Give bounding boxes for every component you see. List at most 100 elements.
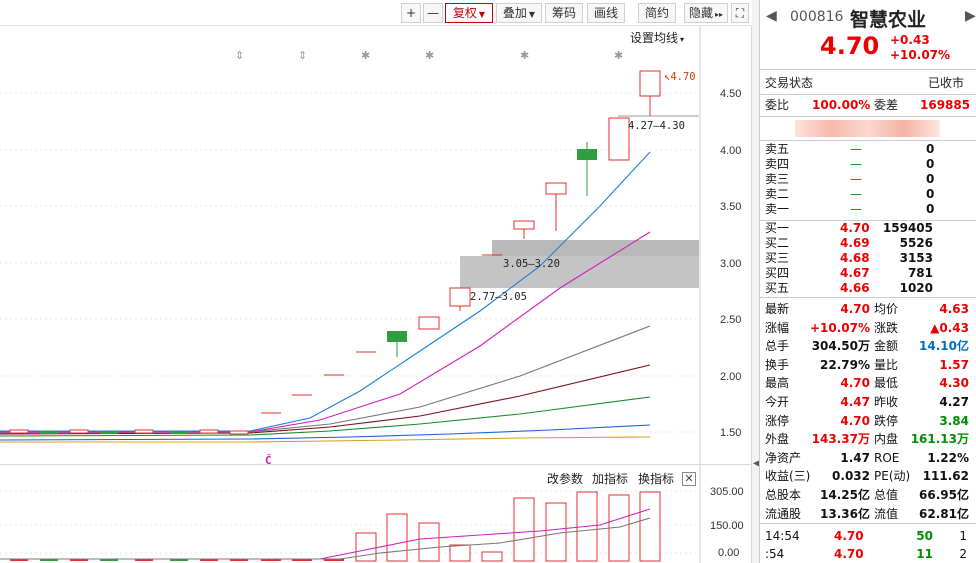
last-price: 4.70 [820, 32, 880, 60]
buy-level-price: 4.70 [840, 221, 870, 235]
stat-value: 4.63 [939, 302, 969, 316]
gap-zone-lower [460, 256, 699, 288]
y-axis-labels: 4.50 4.00 3.50 3.00 2.50 2.00 1.50 [720, 88, 741, 439]
stat-label: 总手 [765, 339, 790, 354]
sell-level-price: — [850, 157, 862, 171]
event-marker-icon[interactable]: ✱ [425, 49, 434, 62]
prev-stock-icon[interactable]: ◀ [766, 8, 777, 24]
set-ma-button[interactable]: 设置均线 ▾ [630, 29, 684, 46]
stat-label: 外盘 [765, 432, 790, 447]
fullscreen-icon[interactable]: ⛶ [731, 3, 749, 23]
overlay-label: 叠加 [502, 6, 527, 20]
triangle-left-icon: ◀ [753, 458, 761, 469]
candle [229, 430, 249, 435]
buy-level-label: 买三 [765, 251, 790, 265]
volume-chart[interactable]: 305.00 150.00 0.00 [0, 465, 751, 563]
volume-bar [481, 551, 503, 562]
stat-label: 跌停 [874, 413, 899, 428]
stat-value: ▲0.43 [930, 320, 969, 335]
buy-level-row: 买四 4.67 781 [760, 266, 975, 281]
event-marker-icon[interactable]: ⇕ [298, 49, 307, 62]
simple-mode-button[interactable]: 简约 [638, 3, 676, 23]
weicha-label: 委差 [874, 98, 899, 112]
tick-price: 4.70 [834, 547, 864, 561]
stat-label: 涨跌 [874, 320, 899, 335]
fuquan-dropdown[interactable]: 复权 ▼ [445, 3, 493, 23]
y-tick-label: 305.00 [710, 486, 744, 498]
candle-down [387, 331, 407, 342]
change-pct: +10.07% [890, 48, 951, 62]
change-indicator-button[interactable]: 换指标 [638, 472, 675, 486]
draw-line-button[interactable]: 画线 [587, 3, 625, 23]
event-marker-icon[interactable]: ✱ [520, 49, 529, 62]
stat-label: 最高 [765, 376, 790, 391]
stat-value: 14.10亿 [919, 339, 969, 354]
stat-label: 今开 [765, 395, 790, 409]
stat-label: 昨收 [874, 395, 899, 409]
event-marker-icon[interactable]: ⇕ [235, 49, 244, 62]
candle [9, 429, 29, 434]
volume-bar [639, 491, 661, 562]
next-stock-icon[interactable]: ▶ [965, 8, 976, 24]
stat-label: 收益(三) [765, 469, 811, 484]
main-kline-chart[interactable]: 4.50 4.00 3.50 3.00 2.50 2.00 1.50 ⇕ ⇕ ✱… [0, 26, 751, 464]
buy-level-label: 买四 [765, 266, 790, 280]
sell-level-volume: 0 [926, 157, 935, 171]
stat-value: 1.47 [840, 450, 870, 465]
volume-y-labels: 305.00 150.00 0.00 [710, 486, 744, 559]
stock-name: 智慧农业 [850, 9, 927, 31]
buy-level-price: 4.67 [840, 266, 870, 280]
gap-label-low: 2.77—3.05 [470, 291, 527, 303]
stock-code: 000816 [790, 9, 844, 25]
fuquan-label: 复权 [452, 6, 477, 20]
stat-value: 304.50万 [811, 339, 870, 354]
chip-distribution-button[interactable]: 筹码 [545, 3, 583, 23]
c-marker-icon[interactable]: Č [265, 454, 272, 464]
candle-up [449, 287, 471, 307]
sell-level-volume: 0 [926, 202, 935, 216]
buy-level-price: 4.66 [840, 281, 870, 295]
zoom-out-button[interactable]: — [423, 3, 443, 23]
webi-row: 委比 100.00% 委差 169885 [760, 96, 975, 114]
add-indicator-button[interactable]: 加指标 [592, 472, 629, 486]
panel-collapse-handle[interactable]: ◀ [752, 0, 761, 563]
divider [760, 94, 976, 95]
hide-button[interactable]: 隐藏 ▸▸ [684, 3, 728, 23]
gap-label-top: 4.27—4.30 [628, 120, 685, 132]
stat-row: 涨停 4.70 跌停 3.84 [760, 412, 975, 430]
volume-bar [355, 532, 377, 562]
gap-label-mid: 3.05—3.20 [503, 258, 560, 270]
buy-level-row: 买三 4.68 3153 [760, 251, 975, 266]
event-marker-icon[interactable]: ✱ [614, 49, 623, 62]
tick-count: 2 [959, 547, 967, 561]
sell-level-label: 卖三 [765, 172, 790, 186]
stat-label: 量比 [874, 357, 899, 372]
y-tick-label: 4.50 [720, 88, 741, 100]
kline-chart-area[interactable]: + — 复权 ▼ 叠加 ▼ 筹码 画线 简约 隐藏 ▸▸ ⛶ 设置均线 ▾ [0, 0, 752, 563]
volume-bar [513, 497, 535, 562]
stat-row: 净资产 1.47 ROE 1.22% [760, 449, 975, 467]
blurred-ad-banner[interactable] [795, 120, 940, 137]
sell-level-label: 卖五 [765, 142, 790, 156]
weicha-value: 169885 [920, 98, 971, 112]
sell-level-volume: 0 [926, 187, 935, 201]
candle-up [513, 220, 535, 230]
overlay-dropdown[interactable]: 叠加 ▼ [496, 3, 542, 23]
ma-line-gray [0, 325, 651, 434]
sell-level-price: — [850, 142, 862, 156]
event-marker-icon[interactable]: ✱ [361, 49, 370, 62]
close-icon[interactable]: ✕ [682, 472, 696, 486]
y-tick-label: 1.50 [720, 427, 741, 439]
zoom-in-button[interactable]: + [401, 3, 421, 23]
y-tick-label: 4.00 [720, 145, 741, 157]
quote-panel: ◀ 000816 智慧农业 ▶ 4.70 +0.43 +10.07% 交易状态 已… [759, 0, 976, 563]
buy-level-volume: 3153 [899, 251, 933, 265]
stat-value: 4.70 [840, 376, 870, 391]
sell-level-row: 卖五 — 0 [760, 142, 975, 157]
webi-value: 100.00% [812, 98, 871, 112]
y-tick-label: 0.00 [718, 547, 739, 559]
gap-zone-upper [492, 240, 699, 256]
buy-level-label: 买一 [765, 221, 790, 235]
divider [760, 523, 976, 524]
edit-params-button[interactable]: 改参数 [547, 472, 584, 486]
